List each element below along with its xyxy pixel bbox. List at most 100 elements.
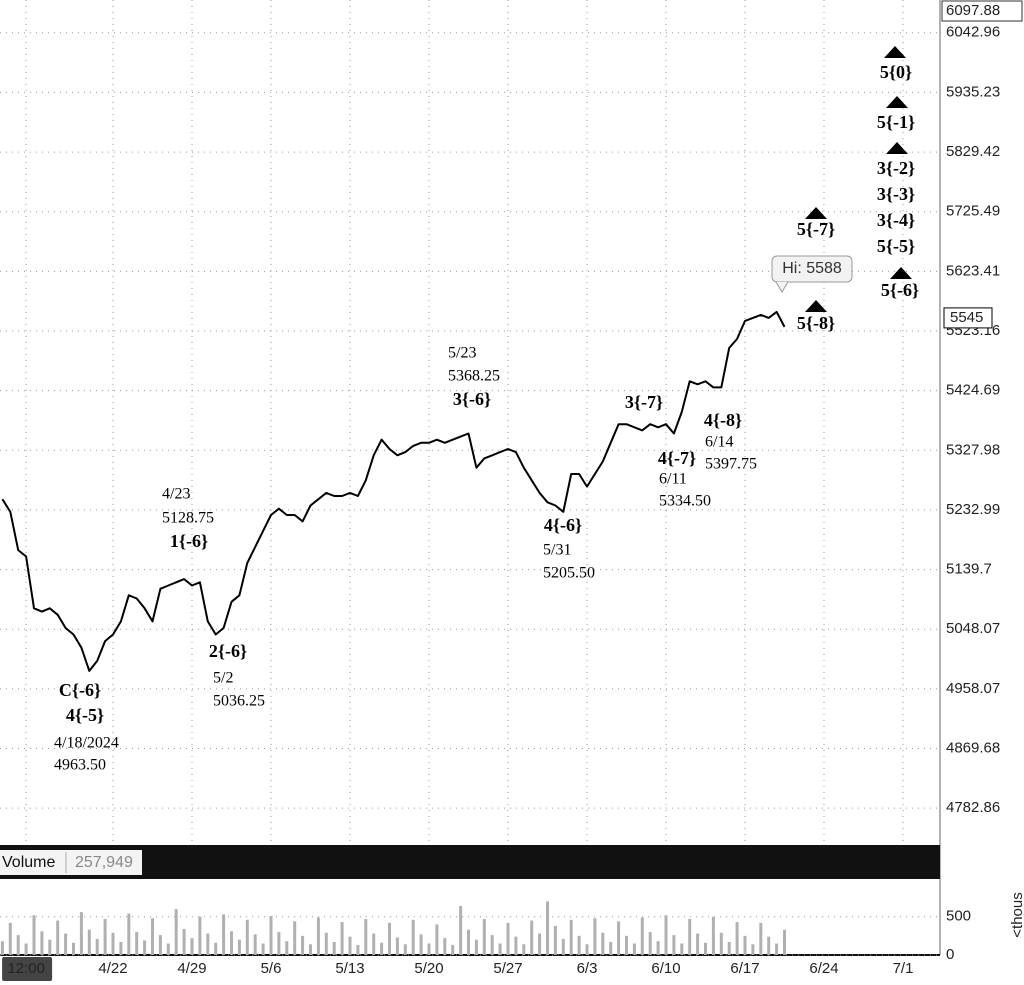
volume-bar [388,922,391,955]
volume-bar [688,919,692,955]
x-tick-label: 5/6 [261,960,282,977]
y-tick-label: 5424.69 [946,382,1000,399]
wave-label: 1{-6} [170,531,208,551]
volume-bar [561,938,565,955]
volume-bar [719,932,723,955]
volume-bar [632,943,636,955]
volume-bar [87,929,91,955]
y-tick-label: 5623.41 [946,262,1000,279]
target-triangle [890,267,912,279]
volume-bar [356,945,360,955]
volume-bar [775,943,779,955]
x-tick-label: 4/22 [98,960,127,977]
wave-note: 5128.75 [162,510,214,527]
volume-bar [348,936,352,955]
wave-note: 6/14 [705,434,733,451]
volume-title: Volume [2,854,55,871]
y-tick-label: 5935.23 [946,83,1000,100]
volume-bar [727,941,731,955]
volume-bar [680,943,684,955]
volume-bar [498,943,502,955]
wave-note: 5/23 [448,345,476,362]
target-triangle [886,96,908,108]
volume-bar [245,919,249,955]
wave-label: 5{-7} [797,219,835,239]
volume-bar [751,944,755,955]
volume-bar [261,943,265,955]
volume-bar [593,918,597,955]
volume-bar [648,932,652,955]
volume-bar [95,938,99,955]
volume-bar [711,916,715,955]
x-tick-label: 6/17 [730,960,759,977]
ymax-label: 6097.88 [946,2,1000,19]
y-tick-label: 6042.96 [946,24,1000,41]
wave-label: 5{-1} [877,112,915,132]
volume-bar [316,917,320,955]
wave-note: 5368.25 [448,368,500,385]
volume-bar [467,929,470,955]
volume-tick-label: 0 [946,946,954,963]
wave-label: 3{-4} [877,210,915,230]
wave-label: 4{-5} [66,705,104,725]
y-tick-label: 4869.68 [946,739,1000,756]
volume-bar [135,932,139,955]
volume-bar [743,935,747,955]
wave-note: 5397.75 [705,456,757,473]
x-tick-label: 6/10 [651,960,680,977]
wave-label: 5{0} [880,62,912,82]
x-tick-label: 6/3 [577,960,598,977]
wave-note: 5205.50 [543,565,595,582]
volume-bar [380,942,384,955]
volume-bar [395,937,399,955]
volume-bar [79,912,83,955]
volume-bar [704,942,707,955]
wave-label: 2{-6} [209,641,247,661]
wave-label: 3{-3} [877,184,915,204]
volume-bar [119,941,123,955]
volume-bar [553,925,557,955]
volume-bar [474,939,478,955]
volume-bar [40,931,44,955]
volume-bar [285,941,289,955]
wave-label: 4{-7} [658,448,696,468]
wave-label: 3{-2} [877,158,915,178]
volume-bar [538,933,542,955]
volume-bar [230,931,233,955]
volume-bar [237,939,241,955]
last-price-box [943,307,993,329]
volume-unit: <thous [1009,892,1024,937]
volume-bar [546,901,549,955]
volume-bar [166,943,170,955]
volume-bar [309,944,312,955]
y-tick-label: 5829.42 [946,143,1000,160]
target-triangle [805,300,827,312]
volume-bar [8,922,12,955]
wave-note: 5/31 [543,542,571,559]
y-tick-label: 5232.99 [946,501,1000,518]
volume-bar [656,941,660,955]
x-tick-highlight [2,957,53,981]
volume-bar [16,935,20,955]
volume-bar [103,919,107,955]
volume-bar [174,909,178,955]
volume-bar [783,929,786,955]
wave-note: 4/23 [162,486,190,503]
wave-note: 4963.50 [54,757,106,774]
volume-bar [253,934,257,955]
wave-note: 5036.25 [213,693,265,710]
volume-bar [490,935,494,955]
wave-label: C{-6} [59,680,101,700]
volume-bar [514,936,518,955]
volume-bar [111,932,115,955]
volume-bar [143,940,147,955]
volume-bar [696,933,700,955]
volume-bar [530,920,534,955]
volume-bar [24,943,28,955]
target-triangle [805,207,827,219]
target-triangle [884,46,906,58]
volume-bar [569,919,573,955]
wave-label: 3{-7} [625,392,663,412]
volume-bar [182,928,186,955]
